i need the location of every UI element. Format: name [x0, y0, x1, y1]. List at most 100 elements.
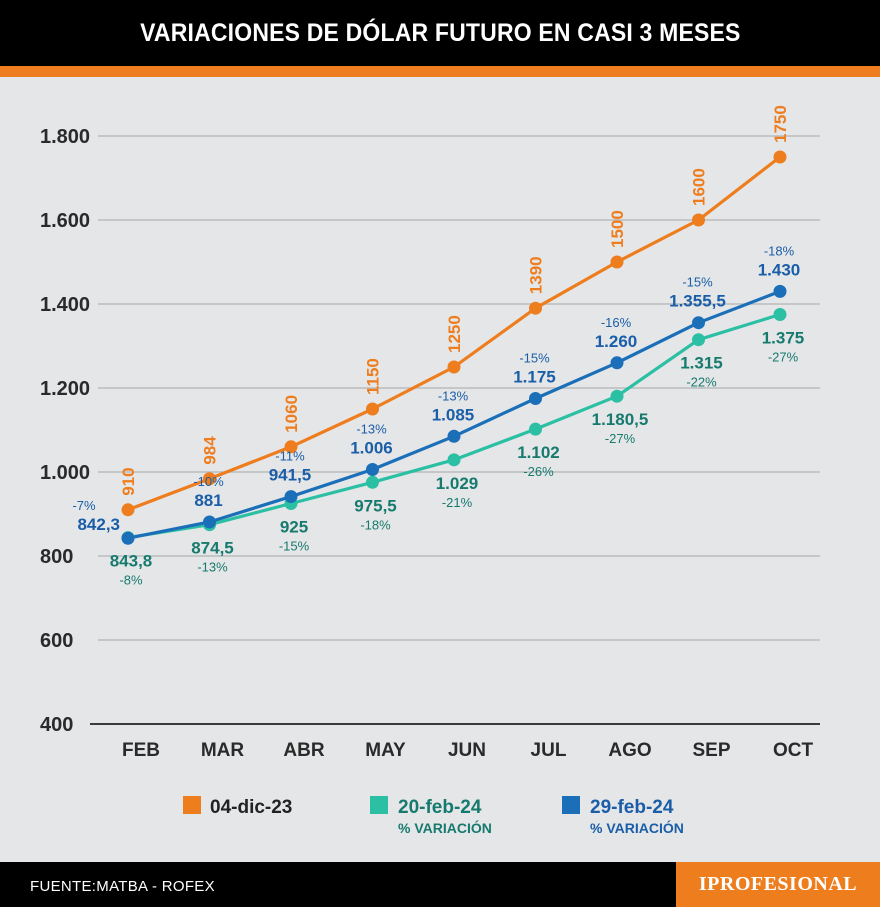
data-label: 1.175 [513, 368, 556, 387]
pct-label: -13% [438, 388, 469, 403]
data-point [529, 392, 542, 405]
pct-label: -13% [356, 421, 387, 436]
data-label: 1390 [527, 256, 546, 294]
pct-label: -8% [119, 573, 143, 588]
y-tick-label: 1.800 [40, 126, 90, 148]
data-label: 874,5 [191, 539, 234, 558]
x-tick-label: SEP [692, 740, 730, 761]
data-point [203, 515, 216, 529]
pct-label: -21% [442, 495, 473, 510]
data-label: 984 [201, 436, 220, 465]
pct-label: -26% [523, 464, 554, 479]
pct-label: -15% [682, 275, 713, 290]
y-tick-label: 600 [40, 630, 73, 652]
data-point [366, 402, 379, 416]
legend-swatch [370, 796, 388, 814]
data-label: 1.375 [762, 329, 805, 348]
data-point [610, 255, 624, 269]
y-tick-label: 1.600 [40, 210, 90, 232]
chart-title: VARIACIONES DE DÓLAR FUTURO EN CASI 3 ME… [139, 18, 741, 47]
data-point [692, 213, 705, 227]
data-label: 1.029 [436, 474, 479, 493]
data-point [447, 429, 461, 443]
data-point [692, 316, 705, 330]
y-tick-label: 800 [40, 546, 73, 568]
data-label: 1060 [282, 395, 301, 433]
pct-label: -18% [360, 517, 391, 532]
y-axis: 400 600 800 1.000 1.200 1.400 1.600 1.800 [40, 126, 90, 736]
source-note: FUENTE:MATBA - ROFEX [30, 878, 215, 895]
legend-label: 29-feb-24 [590, 797, 674, 818]
pct-label: -16% [601, 315, 632, 330]
data-label: 1.085 [432, 405, 475, 424]
legend-label: 20-feb-24 [398, 797, 482, 818]
data-label: 843,8 [110, 552, 153, 571]
y-tick-label: 1.400 [40, 294, 90, 316]
data-label: 941,5 [269, 466, 312, 485]
data-point [284, 490, 298, 504]
pct-label: -11% [275, 449, 305, 464]
x-tick-label: MAY [365, 740, 406, 761]
data-point [284, 440, 298, 454]
pct-label: -18% [764, 243, 795, 258]
x-axis: FEB MAR ABR MAY JUN JUL AGO SEP OCT [90, 723, 820, 761]
data-point [121, 503, 135, 517]
data-label: 1750 [771, 105, 790, 143]
data-label: 1.102 [517, 443, 560, 462]
data-label: 975,5 [354, 496, 397, 515]
pct-label: -15% [279, 539, 310, 554]
x-tick-label: JUL [531, 740, 567, 761]
data-point [610, 389, 624, 403]
legend-label: 04-dic-23 [210, 797, 292, 818]
y-tick-label: 1.200 [40, 378, 90, 400]
data-point [366, 462, 379, 476]
data-point [203, 472, 216, 486]
x-tick-label: JUN [448, 740, 486, 761]
data-label: 1.355,5 [669, 292, 726, 311]
line-chart: 400 600 800 1.000 1.200 1.400 1.600 1.800 FEB MA… [40, 105, 820, 836]
data-label: 1500 [608, 210, 627, 248]
data-label: 1150 [364, 358, 383, 395]
data-point [529, 422, 542, 436]
footer: FUENTE:MATBA - ROFEX IPROFESIONAL [0, 862, 880, 907]
legend: 04-dic-23 20-feb-24% VARIACIÓN29-feb-24% … [183, 796, 684, 836]
data-label: 925 [280, 518, 308, 537]
data-point [121, 531, 135, 545]
data-label: 1.260 [595, 332, 638, 351]
data-label: 1.315 [680, 354, 723, 373]
y-tick-label: 1.000 [40, 462, 90, 484]
x-tick-label: AGO [608, 740, 651, 761]
pct-label: -15% [519, 351, 550, 366]
x-tick-label: MAR [201, 740, 245, 761]
header: VARIACIONES DE DÓLAR FUTURO EN CASI 3 ME… [0, 0, 880, 66]
x-tick-label: OCT [773, 740, 814, 761]
data-point [773, 308, 787, 321]
data-label: 1600 [690, 168, 709, 206]
data-labels: 910 984 1060 1150 1250 1390 1500 1600 1750 842,3 -… [72, 105, 804, 587]
legend-sublabel: % VARIACIÓN [398, 819, 492, 836]
series-points [121, 150, 787, 545]
pct-label: -10% [193, 474, 224, 489]
data-point [692, 333, 705, 347]
data-label: 1250 [445, 315, 464, 353]
data-point [610, 356, 624, 370]
brand-logo: IPROFESIONAL [676, 862, 880, 907]
x-tick-label: FEB [122, 740, 160, 761]
legend-sublabel: % VARIACIÓN [590, 819, 684, 836]
legend-swatch [183, 796, 201, 814]
gridlines [98, 135, 820, 641]
data-label: 881 [194, 491, 222, 510]
pct-label: -27% [605, 431, 636, 446]
data-point [773, 150, 787, 164]
data-label: 842,3 [77, 515, 120, 534]
y-tick-label: 400 [40, 714, 73, 736]
data-point [529, 301, 542, 315]
data-label: 910 [119, 467, 138, 495]
pct-label: -13% [197, 560, 228, 575]
pct-label: -22% [686, 375, 717, 390]
data-point [366, 475, 379, 489]
header-accent-bar [0, 66, 880, 77]
data-point [773, 284, 787, 298]
data-label: 1.430 [758, 260, 801, 279]
